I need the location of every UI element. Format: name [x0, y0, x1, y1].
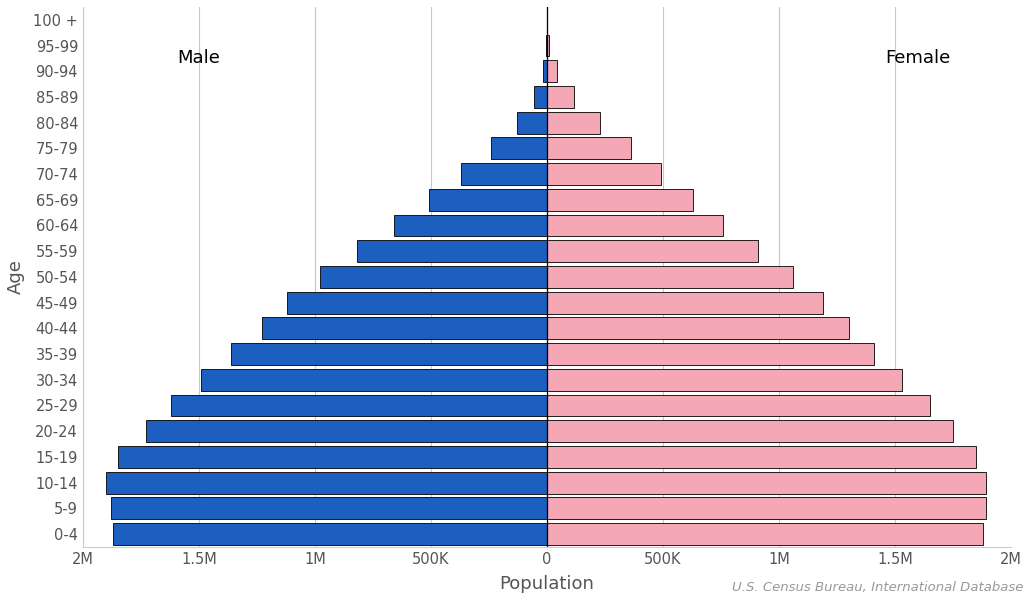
Bar — [145, 420, 547, 442]
Bar — [534, 86, 547, 108]
Text: U.S. Census Bureau, International Database: U.S. Census Bureau, International Databa… — [733, 581, 1024, 594]
Bar — [547, 523, 984, 545]
Bar — [232, 343, 547, 365]
Bar — [394, 215, 547, 236]
Bar — [547, 292, 823, 314]
Bar — [547, 240, 758, 262]
Bar — [202, 369, 547, 391]
Bar — [547, 446, 977, 468]
Bar — [320, 266, 547, 288]
Bar — [547, 395, 930, 416]
Bar — [491, 137, 547, 159]
Text: Male: Male — [177, 49, 220, 67]
Bar — [547, 215, 723, 236]
Bar — [261, 317, 547, 339]
Bar — [547, 112, 600, 134]
Bar — [547, 472, 986, 494]
Bar — [547, 189, 694, 211]
Bar — [517, 112, 547, 134]
Bar — [111, 497, 547, 519]
Bar — [547, 35, 549, 56]
Bar — [461, 163, 547, 185]
Y-axis label: Age: Age — [7, 259, 25, 295]
Bar — [547, 86, 574, 108]
Bar — [547, 266, 793, 288]
Text: Female: Female — [886, 49, 951, 67]
Bar — [287, 292, 547, 314]
Bar — [547, 137, 631, 159]
Bar — [547, 497, 986, 519]
Bar — [117, 446, 547, 468]
Bar — [547, 420, 953, 442]
Bar — [171, 395, 547, 416]
X-axis label: Population: Population — [499, 575, 595, 593]
Bar — [429, 189, 547, 211]
Bar — [547, 163, 661, 185]
Bar — [547, 317, 849, 339]
Bar — [113, 523, 547, 545]
Bar — [106, 472, 547, 494]
Bar — [547, 343, 875, 365]
Bar — [547, 60, 557, 82]
Bar — [543, 60, 547, 82]
Bar — [547, 369, 902, 391]
Bar — [357, 240, 547, 262]
